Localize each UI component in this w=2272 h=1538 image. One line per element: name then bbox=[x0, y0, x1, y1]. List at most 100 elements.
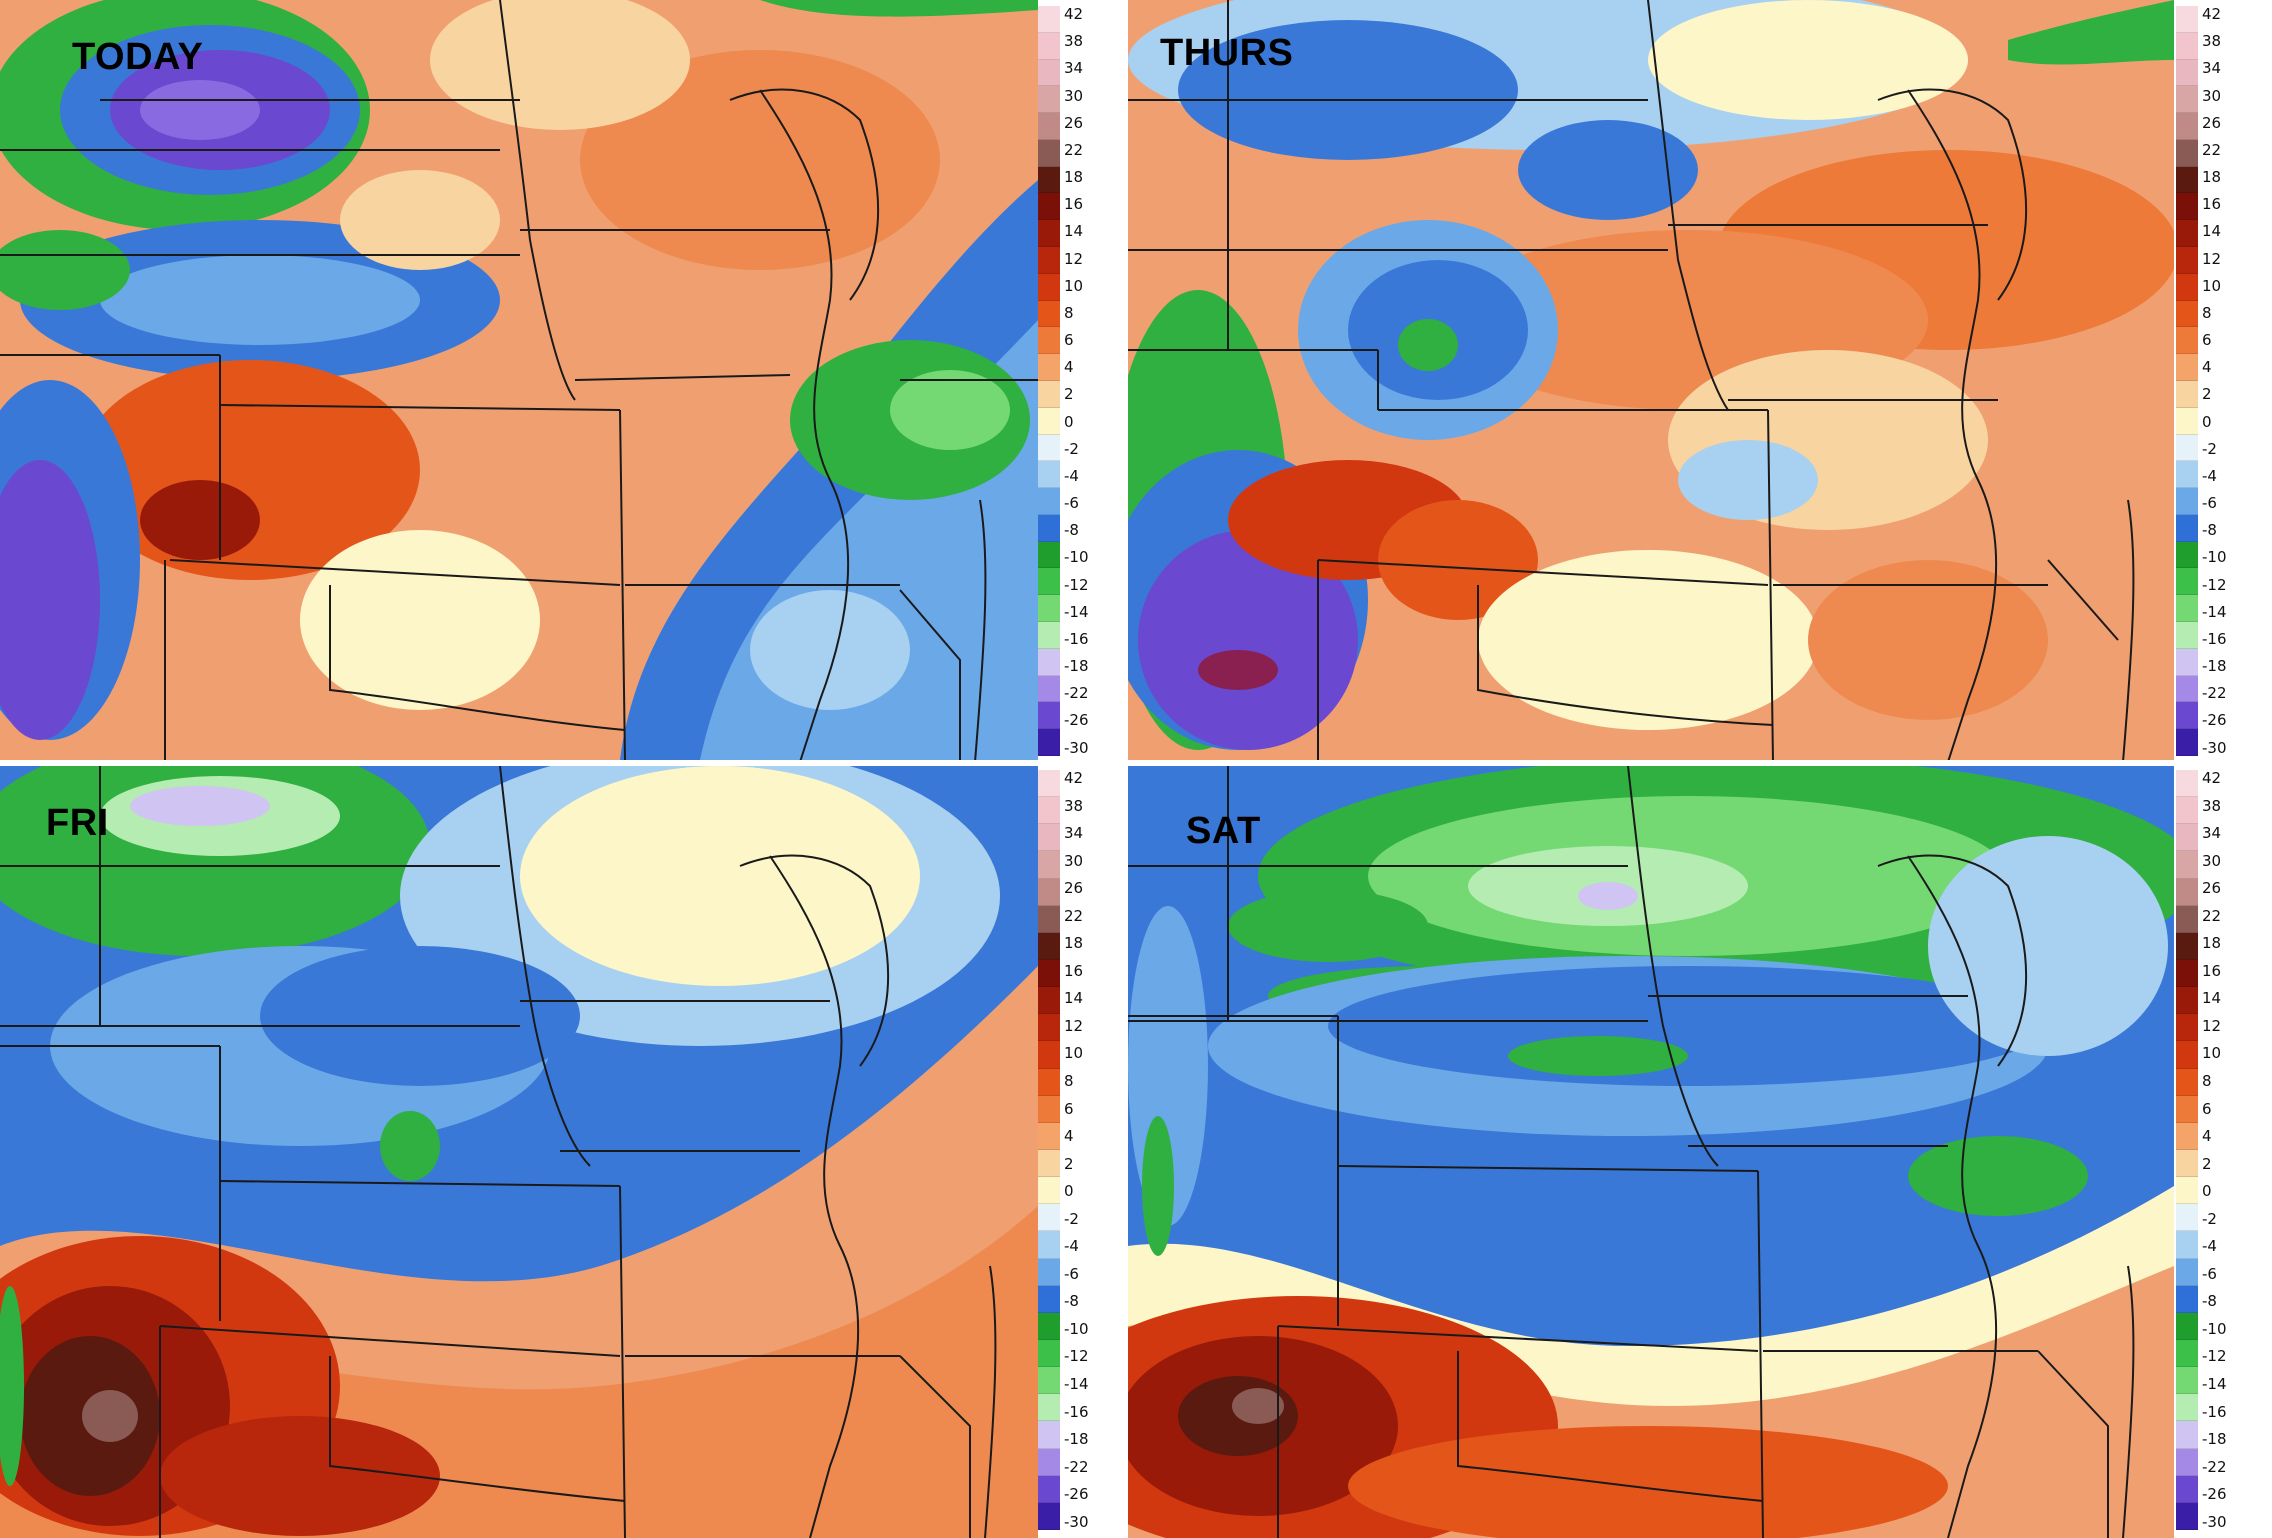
colorbar-tick-label: -4 bbox=[2202, 466, 2217, 485]
colorbar-swatch bbox=[2176, 1231, 2198, 1259]
colorbar-tick-label: -16 bbox=[1064, 1402, 1089, 1421]
colorbar-swatch bbox=[2176, 1421, 2198, 1449]
colorbar-swatch bbox=[2176, 905, 2198, 933]
colorbar-swatch bbox=[2176, 461, 2198, 489]
colorbar-tick-label: -2 bbox=[1064, 1209, 1079, 1228]
colorbar-swatch bbox=[2176, 113, 2198, 140]
colorbar-tick-label: 38 bbox=[1064, 32, 1084, 51]
colorbar-tick-label: -10 bbox=[2202, 1319, 2227, 1338]
colorbar-swatch bbox=[2176, 1149, 2198, 1178]
colorbar-swatch bbox=[1038, 987, 1060, 1015]
panel-label-thurs: THURS bbox=[1160, 32, 1294, 74]
colorbar-swatch bbox=[1038, 1122, 1060, 1150]
colorbar-swatch bbox=[2176, 1502, 2198, 1530]
colorbar-swatch bbox=[1038, 514, 1060, 542]
colorbar-swatch bbox=[1038, 407, 1060, 435]
colorbar-strip bbox=[2176, 6, 2198, 756]
colorbar-tick-label: 0 bbox=[1064, 412, 1074, 431]
colorbar-tick-label: -10 bbox=[1064, 1319, 1089, 1338]
colorbar-tick-label: 38 bbox=[1064, 796, 1084, 815]
colorbar-tick-label: 42 bbox=[1064, 769, 1084, 787]
colorbar-swatch bbox=[1038, 327, 1060, 355]
colorbar-tick-label: 42 bbox=[1064, 5, 1084, 23]
colorbar-tick-label: -26 bbox=[1064, 711, 1089, 730]
colorbar-swatch bbox=[2176, 797, 2198, 825]
colorbar-swatch bbox=[2176, 1068, 2198, 1096]
colorbar-tick-label: -6 bbox=[1064, 1264, 1079, 1283]
colorbar-tick-label: 22 bbox=[1064, 906, 1084, 925]
map-fri-field bbox=[0, 766, 1038, 1538]
panel-label-today: TODAY bbox=[72, 36, 204, 78]
colorbar-tick-label: 14 bbox=[1064, 989, 1084, 1008]
colorbar-swatch bbox=[1038, 1041, 1060, 1069]
colorbar-tick-label: 22 bbox=[1064, 140, 1084, 159]
colorbar-swatch bbox=[1038, 1258, 1060, 1286]
colorbar-swatch bbox=[1038, 247, 1060, 274]
colorbar-tick-label: -6 bbox=[2202, 1264, 2217, 1283]
colorbar-strip bbox=[1038, 770, 1060, 1530]
colorbar-sat: 42 38 34 30 26 22 18 16 14 12 10 8 6 4 2 0 -2 -4 -6 -8 -10 -1… bbox=[2176, 770, 2246, 1530]
colorbar-tick-label: 14 bbox=[2202, 222, 2222, 241]
colorbar-tick-label: 8 bbox=[2202, 1072, 2212, 1091]
colorbar-tick-label: 6 bbox=[2202, 1099, 2212, 1118]
colorbar-tick-label: -18 bbox=[1064, 657, 1089, 676]
colorbar-tick-label: -12 bbox=[1064, 1347, 1089, 1366]
colorbar-swatch bbox=[2176, 434, 2198, 462]
colorbar-swatch bbox=[1038, 434, 1060, 462]
colorbar-swatch bbox=[2176, 729, 2198, 756]
map-panel-thurs: THURS bbox=[1128, 0, 2174, 762]
colorbar-swatch bbox=[1038, 648, 1060, 676]
colorbar-tick-label: -16 bbox=[1064, 629, 1089, 648]
colorbar-swatch bbox=[1038, 1285, 1060, 1313]
map-thurs-field bbox=[1128, 0, 2174, 762]
colorbar-tick-label: -12 bbox=[2202, 575, 2227, 594]
colorbar-tick-label: 26 bbox=[2202, 879, 2222, 898]
colorbar-tick-label: -18 bbox=[2202, 1430, 2227, 1449]
colorbar-strip bbox=[2176, 770, 2198, 1530]
colorbar-tick-label: -30 bbox=[1064, 738, 1089, 757]
colorbar-swatch bbox=[1038, 139, 1060, 167]
colorbar-tick-label: -2 bbox=[2202, 439, 2217, 458]
colorbar-tick-label: 4 bbox=[1064, 358, 1074, 377]
colorbar-tick-label: 4 bbox=[2202, 358, 2212, 377]
colorbar-swatch bbox=[2176, 1475, 2198, 1503]
colorbar-tick-label: 0 bbox=[1064, 1182, 1074, 1201]
colorbar-tick-label: -6 bbox=[2202, 494, 2217, 513]
colorbar-tick-label: -8 bbox=[1064, 521, 1079, 540]
colorbar-swatch bbox=[2176, 1177, 2198, 1205]
colorbar-swatch bbox=[1038, 461, 1060, 489]
colorbar-swatch bbox=[1038, 568, 1060, 596]
colorbar-swatch bbox=[2176, 354, 2198, 381]
colorbar-swatch bbox=[2176, 1394, 2198, 1422]
colorbar-labels: 42 38 34 30 26 22 18 16 14 12 10 8 6 4 2 0 -2 -4 -6 -8 -10 -1… bbox=[1064, 6, 1108, 756]
colorbar-tick-label: 34 bbox=[2202, 59, 2222, 78]
colorbar-tick-label: -16 bbox=[2202, 629, 2227, 648]
colorbar-swatch bbox=[1038, 273, 1060, 301]
colorbar-tick-label: -10 bbox=[2202, 548, 2227, 567]
colorbar-tick-label: -26 bbox=[2202, 1485, 2227, 1504]
colorbar-tick-label: 38 bbox=[2202, 32, 2222, 51]
colorbar-swatch bbox=[2176, 675, 2198, 703]
colorbar-labels: 42 38 34 30 26 22 18 16 14 12 10 8 6 4 2 0 -2 -4 -6 -8 -10 -1… bbox=[2202, 6, 2246, 756]
colorbar-swatch bbox=[2176, 1312, 2198, 1340]
colorbar-tick-label: -14 bbox=[2202, 602, 2227, 621]
colorbar-tick-label: 12 bbox=[1064, 1016, 1084, 1035]
colorbar-tick-label: -26 bbox=[2202, 711, 2227, 730]
colorbar-tick-label: -14 bbox=[2202, 1375, 2227, 1394]
colorbar-swatch bbox=[2176, 1014, 2198, 1042]
colorbar-swatch bbox=[1038, 1421, 1060, 1449]
colorbar-tick-label: 30 bbox=[2202, 851, 2222, 870]
colorbar-tick-label: -8 bbox=[2202, 1292, 2217, 1311]
colorbar-tick-label: 10 bbox=[2202, 276, 2222, 295]
colorbar-tick-label: 38 bbox=[2202, 796, 2222, 815]
colorbar-tick-label: 10 bbox=[1064, 1044, 1084, 1063]
colorbar-swatch bbox=[2176, 702, 2198, 730]
colorbar-swatch bbox=[2176, 273, 2198, 301]
colorbar-swatch bbox=[1038, 1394, 1060, 1422]
colorbar-tick-label: -14 bbox=[1064, 1375, 1089, 1394]
colorbar-swatch bbox=[2176, 824, 2198, 852]
colorbar-tick-label: 12 bbox=[1064, 249, 1084, 268]
colorbar-swatch bbox=[1038, 300, 1060, 328]
colorbar-tick-label: 2 bbox=[1064, 1154, 1074, 1173]
colorbar-swatch bbox=[2176, 59, 2198, 87]
